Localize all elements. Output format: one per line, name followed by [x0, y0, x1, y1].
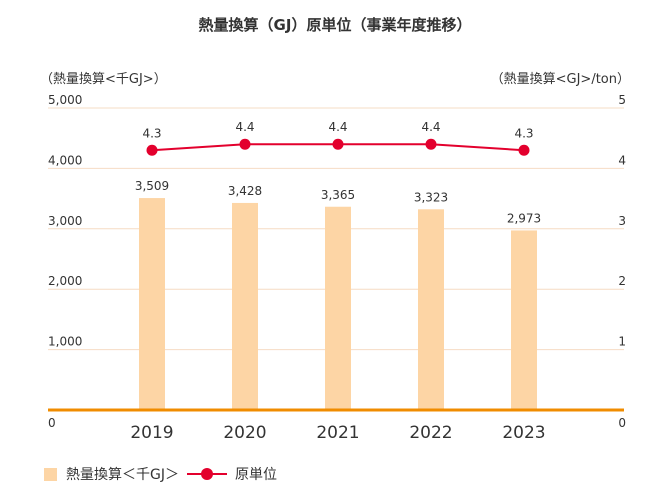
left-tick-label: 3,000 [48, 214, 82, 228]
left-tick-label: 1,000 [48, 335, 82, 349]
bar-value-label: 2,973 [507, 211, 541, 225]
legend-bar-swatch [44, 467, 57, 481]
right-tick-label: 3 [618, 214, 626, 228]
left-tick-label: 2,000 [48, 274, 82, 288]
line-value-label: 4.3 [142, 126, 161, 140]
chart-title: 熱量換算（GJ）原単位（事業年度推移） [198, 16, 472, 34]
x-tick-label: 2020 [223, 423, 266, 443]
line-point [332, 138, 344, 150]
left-axis-label: （熱量換算<千GJ>） [40, 72, 167, 87]
right-tick-label: 0 [618, 416, 626, 430]
line-point [425, 138, 437, 150]
left-tick-label: 4,000 [48, 153, 82, 167]
bar [418, 209, 444, 410]
right-tick-label: 5 [618, 93, 626, 107]
line-point [239, 138, 251, 150]
bar-value-label: 3,428 [228, 184, 262, 198]
right-axis-label: （熱量換算<GJ>/ton） [491, 72, 630, 87]
legend-line-label: 原単位 [234, 467, 277, 483]
right-tick-label: 2 [618, 274, 626, 288]
line-value-label: 4.4 [421, 120, 440, 134]
x-tick-label: 2019 [130, 423, 173, 443]
line-value-label: 4.4 [328, 120, 347, 134]
line-point [146, 144, 158, 156]
bar [232, 202, 258, 410]
left-tick-label: 0 [48, 416, 56, 430]
line-value-label: 4.4 [235, 120, 254, 134]
bar [139, 198, 165, 410]
left-tick-label: 5,000 [48, 93, 82, 107]
line-value-label: 4.3 [514, 126, 533, 140]
x-tick-label: 2023 [502, 423, 545, 443]
chart: （熱量換算<千GJ>） （熱量換算<GJ>/ton） 3,509 3,428 3,3… [40, 72, 630, 443]
line-point [518, 144, 530, 156]
legend-bar-label: 熱量換算＜千GJ＞ [66, 467, 179, 483]
bar-value-label: 3,365 [321, 188, 355, 202]
x-tick-label: 2021 [316, 423, 359, 443]
bar-value-label: 3,323 [414, 190, 448, 204]
right-tick-label: 4 [618, 153, 626, 167]
legend-line-marker [186, 467, 227, 481]
bar-value-label: 3,509 [135, 179, 169, 193]
legend: 熱量換算＜千GJ＞ 原単位 [44, 464, 277, 484]
right-tick-label: 1 [618, 335, 626, 349]
x-tick-label: 2022 [409, 423, 452, 443]
bar [511, 230, 537, 410]
bar [325, 206, 351, 410]
